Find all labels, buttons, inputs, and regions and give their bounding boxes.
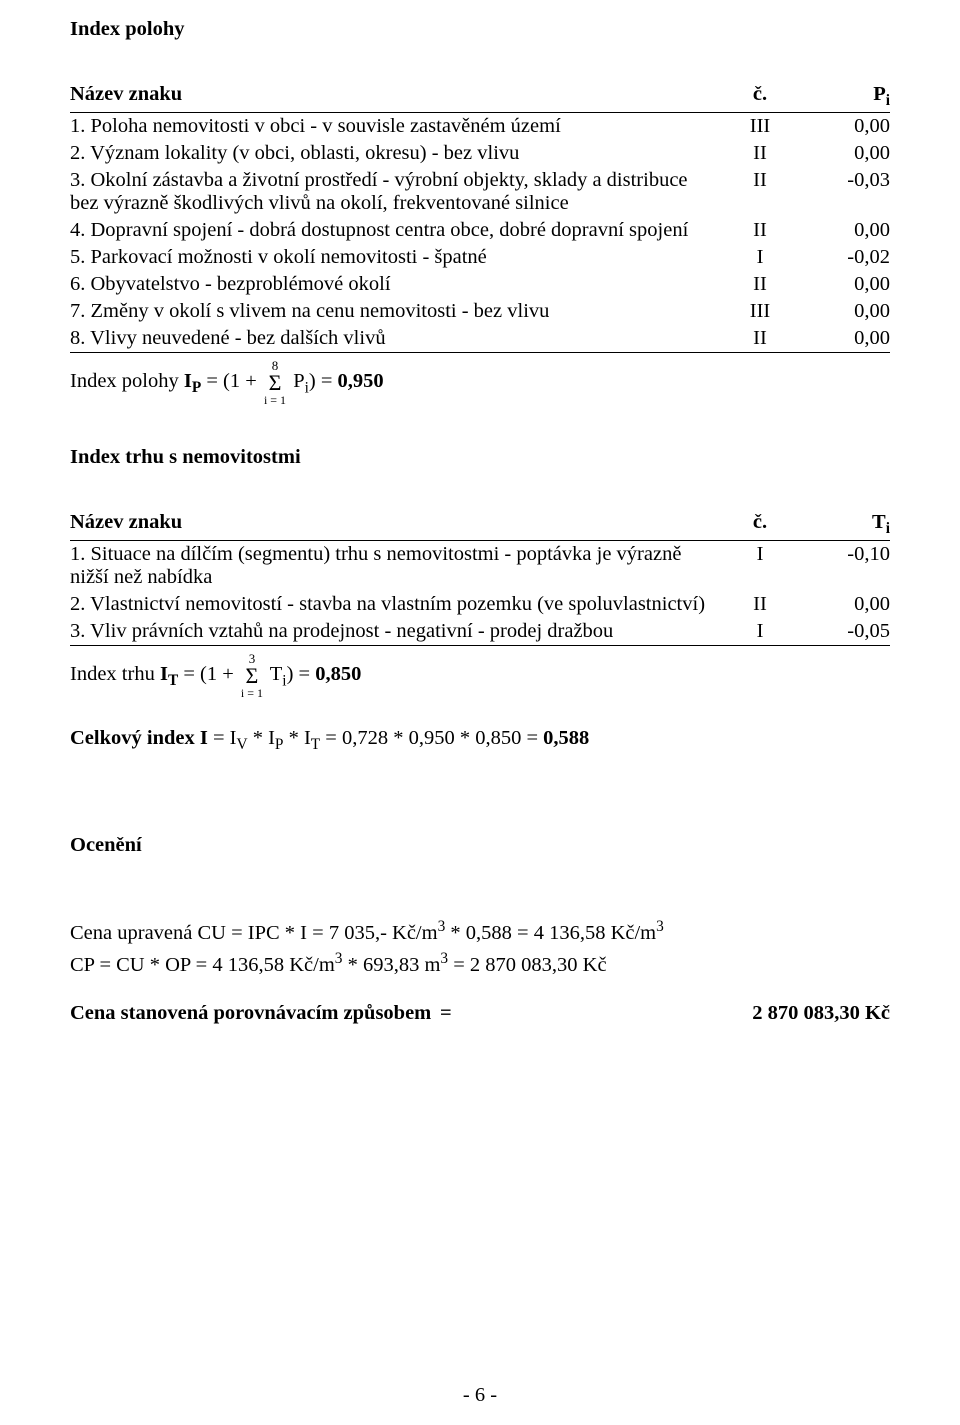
table-header-name: Název znaku — [70, 509, 720, 541]
row-val: -0,03 — [800, 167, 890, 217]
row-label: 6. Obyvatelstvo - bezproblémové okolí — [70, 271, 720, 298]
row-val: 0,00 — [800, 113, 890, 141]
table-header-num: č. — [720, 509, 800, 541]
formula-prefix: Index polohy — [70, 370, 184, 392]
row-num: I — [720, 618, 800, 646]
row-num: II — [720, 325, 800, 353]
row-label: 2. Vlastnictví nemovitostí - stavba na v… — [70, 591, 720, 618]
sigma-bottom: i = 1 — [241, 687, 263, 699]
row-label: 5. Parkovací možnosti v okolí nemovitost… — [70, 244, 720, 271]
row-num: II — [720, 217, 800, 244]
table-row: 3. Okolní zástavba a životní prostředí -… — [70, 167, 890, 217]
sigma-bottom: i = 1 — [264, 394, 286, 406]
row-label: 1. Situace na dílčím (segmentu) trhu s n… — [70, 541, 720, 592]
document-page: Index polohy Název znaku č. Pi 1. Poloha… — [0, 0, 960, 1425]
sigma-icon: 8 Σ i = 1 — [264, 359, 286, 406]
table-row: 3. Vliv právních vztahů na prodejnost - … — [70, 618, 890, 646]
table-index-polohy: Název znaku č. Pi 1. Poloha nemovitosti … — [70, 81, 890, 353]
sigma-symbol: Σ — [264, 372, 286, 394]
oceneni-line-2: CP = CU * OP = 4 136,58 Kč/m3 * 693,83 m… — [70, 949, 890, 978]
table-row: 7. Změny v okolí s vlivem na cenu nemovi… — [70, 298, 890, 325]
oceneni-line-1: Cena upravená CU = IPC * I = 7 035,- Kč/… — [70, 917, 890, 946]
row-val: 0,00 — [800, 271, 890, 298]
row-label: 2. Význam lokality (v obci, oblasti, okr… — [70, 140, 720, 167]
row-val: 0,00 — [800, 217, 890, 244]
row-val: -0,05 — [800, 618, 890, 646]
section-title-index-trhu: Index trhu s nemovitostmi — [70, 446, 890, 469]
table-row: 6. Obyvatelstvo - bezproblémové okolí II… — [70, 271, 890, 298]
final-result-value: 2 870 083,30 Kč — [700, 1002, 890, 1025]
row-label: 8. Vlivy neuvedené - bez dalších vlivů — [70, 325, 720, 353]
table-header-num: č. — [720, 81, 800, 113]
page-number: - 6 - — [0, 1384, 960, 1407]
row-num: II — [720, 140, 800, 167]
row-num: I — [720, 541, 800, 592]
formula-result: 0,950 — [338, 370, 384, 392]
row-label: 1. Poloha nemovitosti v obci - v souvisl… — [70, 113, 720, 141]
row-val: 0,00 — [800, 298, 890, 325]
row-label: 3. Vliv právních vztahů na prodejnost - … — [70, 618, 720, 646]
table-header-val: Ti — [800, 509, 890, 541]
row-val: 0,00 — [800, 591, 890, 618]
table-row: 5. Parkovací možnosti v okolí nemovitost… — [70, 244, 890, 271]
row-val: 0,00 — [800, 140, 890, 167]
final-result-label: Cena stanovená porovnávacím způsobem — [70, 1002, 440, 1025]
formula-prefix: Index trhu — [70, 663, 160, 685]
row-num: I — [720, 244, 800, 271]
row-label: 3. Okolní zástavba a životní prostředí -… — [70, 167, 720, 217]
row-label: 7. Změny v okolí s vlivem na cenu nemovi… — [70, 298, 720, 325]
table-header-val: Pi — [800, 81, 890, 113]
section-title-oceneni: Ocenění — [70, 834, 890, 857]
formula-result: 0,850 — [315, 663, 361, 685]
row-num: III — [720, 298, 800, 325]
sigma-icon: 3 Σ i = 1 — [241, 652, 263, 699]
formula-index-polohy: Index polohy IP = (1 + 8 Σ i = 1 Pi) = 0… — [70, 359, 890, 406]
table-row: 4. Dopravní spojení - dobrá dostupnost c… — [70, 217, 890, 244]
formula-index-trhu: Index trhu IT = (1 + 3 Σ i = 1 Ti) = 0,8… — [70, 652, 890, 699]
table-row: 2. Vlastnictví nemovitostí - stavba na v… — [70, 591, 890, 618]
table-index-trhu: Název znaku č. Ti 1. Situace na dílčím (… — [70, 509, 890, 646]
oceneni-body: Cena upravená CU = IPC * I = 7 035,- Kč/… — [70, 917, 890, 978]
row-num: II — [720, 271, 800, 298]
final-result-eq: = — [440, 1002, 700, 1025]
table-header-name: Název znaku — [70, 81, 720, 113]
row-num: II — [720, 167, 800, 217]
celkovy-index-line: Celkový index I = IV * IP * IT = 0,728 *… — [70, 727, 890, 754]
table-row: 1. Poloha nemovitosti v obci - v souvisl… — [70, 113, 890, 141]
table-row: 2. Význam lokality (v obci, oblasti, okr… — [70, 140, 890, 167]
section-title-index-polohy: Index polohy — [70, 18, 890, 41]
final-result-row: Cena stanovená porovnávacím způsobem = 2… — [70, 1002, 890, 1025]
sigma-symbol: Σ — [241, 665, 263, 687]
row-label: 4. Dopravní spojení - dobrá dostupnost c… — [70, 217, 720, 244]
table-row: 8. Vlivy neuvedené - bez dalších vlivů I… — [70, 325, 890, 353]
table-row: 1. Situace na dílčím (segmentu) trhu s n… — [70, 541, 890, 592]
row-val: 0,00 — [800, 325, 890, 353]
row-num: II — [720, 591, 800, 618]
row-num: III — [720, 113, 800, 141]
row-val: -0,10 — [800, 541, 890, 592]
row-val: -0,02 — [800, 244, 890, 271]
